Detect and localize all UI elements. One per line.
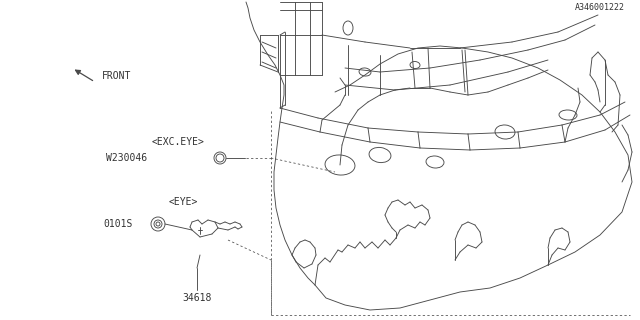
Text: FRONT: FRONT: [102, 71, 131, 81]
Text: A346001222: A346001222: [575, 4, 625, 12]
Text: <EYE>: <EYE>: [168, 197, 198, 207]
Text: W230046: W230046: [106, 153, 147, 163]
Text: 0101S: 0101S: [104, 219, 133, 229]
Text: 34618: 34618: [182, 293, 212, 303]
Text: <EXC.EYE>: <EXC.EYE>: [152, 137, 204, 147]
